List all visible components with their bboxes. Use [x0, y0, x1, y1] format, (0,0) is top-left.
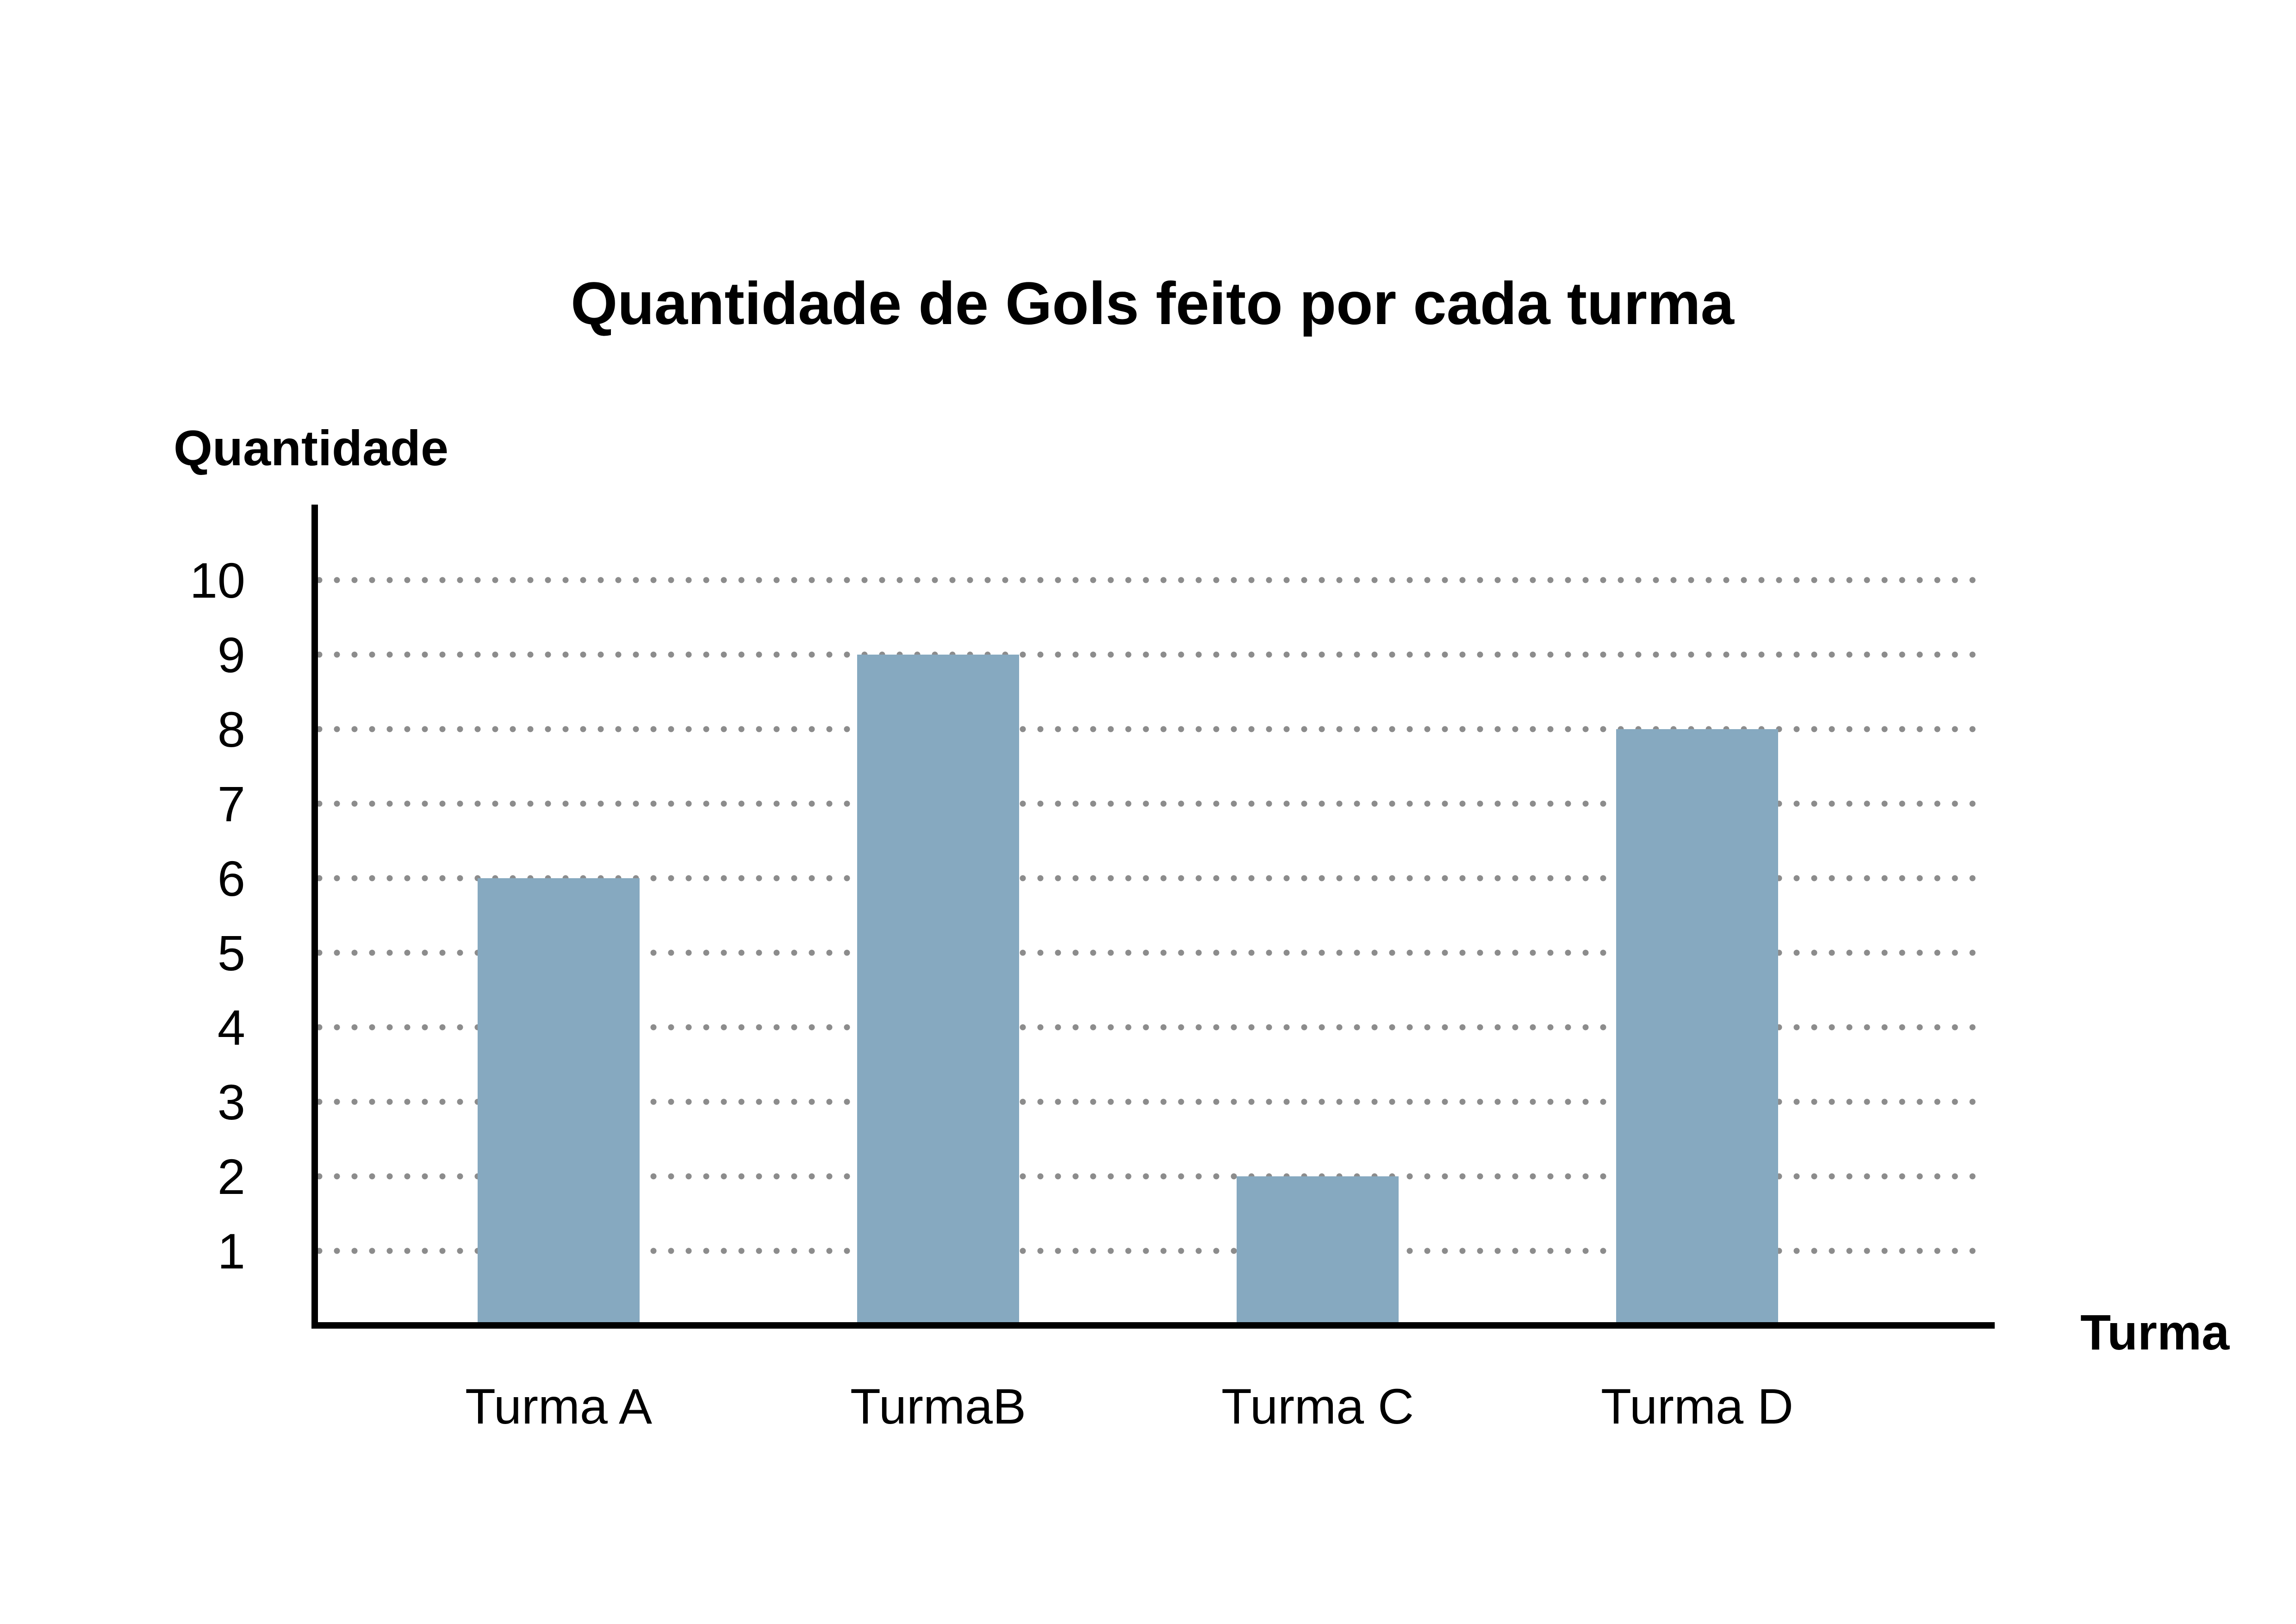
- x-tick-label-turma-d: Turma D: [1601, 1378, 1793, 1434]
- y-tick-label-3: 3: [218, 1074, 245, 1130]
- x-axis-title: Turma: [2080, 1304, 2230, 1360]
- bar-turma-a: [478, 878, 640, 1322]
- y-tick-label-1: 1: [218, 1223, 245, 1279]
- y-tick-label-8: 8: [218, 701, 245, 757]
- y-tick-label-4: 4: [218, 999, 245, 1056]
- y-tick-label-2: 2: [218, 1149, 245, 1205]
- bar-turmab: [857, 655, 1019, 1322]
- x-tick-label-turma-a: Turma A: [465, 1378, 652, 1434]
- x-tick-label-turma-c: Turma C: [1221, 1378, 1414, 1434]
- chart-title: Quantidade de Gols feito por cada turma: [571, 269, 1735, 337]
- y-tick-label-5: 5: [218, 925, 245, 981]
- y-tick-labels: 1 2 3 4 5 6 7 8 9 10: [190, 552, 245, 1279]
- bar-turma-c: [1237, 1176, 1399, 1322]
- y-tick-label-10: 10: [190, 552, 245, 608]
- y-tick-label-6: 6: [218, 850, 245, 906]
- x-tick-label-turmab: TurmaB: [850, 1378, 1026, 1434]
- y-tick-label-7: 7: [218, 776, 245, 832]
- y-axis-title: Quantidade: [174, 420, 448, 476]
- bars: [478, 655, 1778, 1322]
- x-tick-labels: Turma A TurmaB Turma C Turma D: [465, 1378, 1793, 1434]
- axes: [311, 505, 1995, 1329]
- y-tick-label-9: 9: [218, 627, 245, 683]
- bar-turma-d: [1616, 729, 1778, 1322]
